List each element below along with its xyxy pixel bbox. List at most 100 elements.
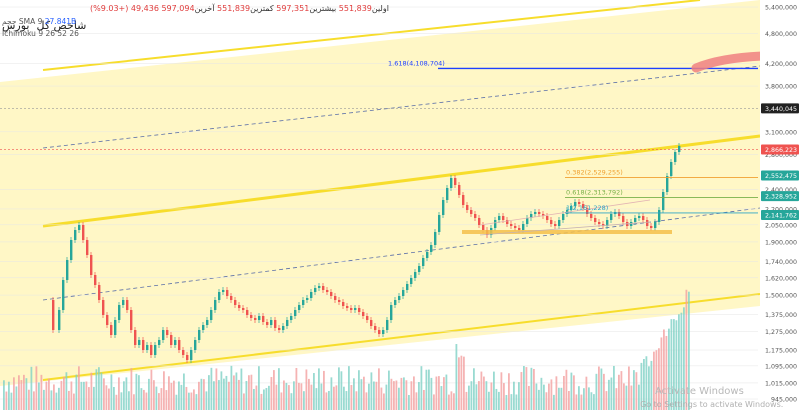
candle-body — [226, 290, 229, 296]
volume-bar — [303, 391, 305, 410]
candle-body — [462, 195, 465, 205]
volume-bar — [578, 386, 580, 410]
y-tick-label: 1,900,000 — [765, 239, 797, 246]
volume-bar — [43, 389, 45, 410]
volume-bar — [608, 379, 610, 410]
volume-bar — [428, 369, 430, 410]
candle-body — [398, 296, 401, 300]
candle-body — [466, 205, 469, 210]
volume-bar — [403, 377, 405, 410]
volume-bar — [395, 380, 398, 410]
volume-bar — [645, 356, 648, 410]
candle-body — [294, 310, 297, 316]
volume-bar — [423, 389, 425, 410]
y-tick-label: 1,620,000 — [765, 275, 797, 282]
volume-bar — [273, 370, 275, 410]
volume-bar — [650, 360, 653, 410]
volume-bar — [630, 385, 633, 410]
candle-body — [602, 224, 605, 226]
volume-bar — [453, 393, 455, 410]
volume-bar — [668, 328, 670, 410]
volume-bar — [610, 377, 613, 410]
volume-bar — [465, 391, 468, 410]
volume-bar — [585, 376, 588, 410]
volume-bar — [235, 372, 238, 410]
volume-bar — [263, 389, 265, 410]
candle-body — [470, 210, 473, 214]
channel-outer-fill — [0, 0, 760, 386]
candle-body — [454, 178, 457, 185]
candle-body — [474, 214, 477, 218]
volume-bar — [623, 383, 625, 410]
volume-bar — [283, 380, 285, 410]
volume-bar — [308, 378, 310, 410]
volume-bar — [68, 390, 70, 410]
volume-bar — [503, 383, 505, 410]
volume-bar — [568, 390, 570, 410]
candle-body — [662, 192, 665, 210]
candle-body — [154, 345, 157, 355]
volume-bar — [425, 369, 428, 410]
volume-bar — [55, 392, 58, 410]
candle-body — [342, 302, 345, 306]
volume-bar — [10, 392, 13, 410]
volume-bar — [30, 366, 33, 410]
volume-bar — [90, 372, 93, 410]
volume-bar — [570, 372, 573, 410]
volume-bar — [560, 387, 563, 410]
fib-level-label: 1.618(4,108,704) — [388, 59, 445, 67]
volume-bar — [628, 366, 630, 410]
triangle-lower — [479, 221, 651, 236]
candle-body — [678, 146, 681, 152]
candle-body — [390, 305, 393, 320]
volume-bar — [125, 377, 128, 410]
volume-bar — [80, 381, 83, 410]
y-tick-label: 5,400,000 — [765, 5, 797, 12]
candle-body — [350, 308, 353, 310]
candle-body — [52, 300, 55, 330]
volume-bar — [245, 380, 248, 410]
volume-bar — [683, 307, 685, 410]
y-tick-label: 2,200,000 — [765, 206, 797, 213]
candle-body — [606, 220, 609, 226]
volume-bar — [98, 367, 100, 410]
volume-bar — [300, 383, 303, 410]
candle-body — [234, 300, 237, 305]
candle-body — [642, 216, 645, 220]
volume-bar — [515, 394, 518, 410]
volume-bar — [590, 392, 593, 410]
candle-body — [130, 310, 133, 330]
volume-indicator[interactable]: حجم SMA 9 27.841B — [2, 17, 76, 26]
volume-bar — [530, 367, 533, 410]
volume-bar — [120, 392, 123, 410]
volume-bar — [265, 388, 268, 410]
candle-body — [526, 218, 529, 224]
ichimoku-indicator[interactable]: Ichimoku 9 26 52 26 — [2, 29, 79, 38]
volume-bar — [445, 374, 448, 410]
candle-body — [278, 328, 281, 330]
volume-bar — [145, 392, 148, 410]
candle-body — [650, 226, 653, 228]
candle-body — [338, 300, 341, 302]
candle-body — [430, 245, 433, 252]
volume-bar — [228, 381, 230, 410]
volume-bar — [373, 381, 375, 410]
volume-bar — [648, 366, 650, 410]
y-tick-label: 1,500,000 — [765, 293, 797, 300]
candle-body — [306, 298, 309, 300]
candle-body — [638, 216, 641, 218]
candle-body — [618, 212, 621, 216]
volume-bar — [15, 386, 18, 410]
volume-bar — [688, 291, 690, 410]
candle-body — [658, 210, 661, 222]
candle-body — [310, 292, 313, 298]
candle-body — [322, 286, 325, 290]
volume-bar — [193, 389, 195, 410]
volume-bar — [413, 376, 415, 410]
volume-bar — [508, 373, 510, 410]
volume-bar — [638, 384, 640, 410]
volume-bar — [595, 373, 598, 410]
candle-body — [610, 214, 613, 220]
